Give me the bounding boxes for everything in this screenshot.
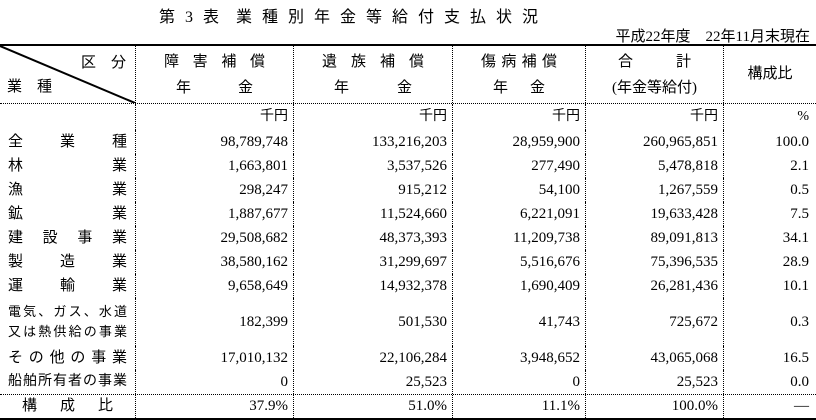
cell-value: 48,373,393 [293, 226, 452, 250]
cell-value: 9,658,649 [135, 274, 293, 298]
cell-value: 37.9% [135, 395, 293, 418]
corner-cell: 区 分 業 種 [0, 46, 135, 103]
cell-value: 11.1% [452, 395, 585, 418]
cell-value: 11,524,660 [293, 202, 452, 226]
cell-value: 10.1 [723, 274, 816, 298]
cell-value: 133,216,203 [293, 130, 452, 154]
col-header-disability-pension: 障 害 補 償 年 金 [135, 46, 293, 103]
cell-value: — [723, 395, 816, 418]
cell-value: 29,508,682 [135, 226, 293, 250]
cell-value: 43,065,068 [585, 346, 723, 370]
cell-value: 0 [452, 370, 585, 394]
cell-value: 182,399 [135, 298, 293, 346]
cell-value: 5,516,676 [452, 250, 585, 274]
cell-value: 6,221,091 [452, 202, 585, 226]
table-row-mining: 鉱 業 1,887,677 11,524,660 6,221,091 19,63… [0, 202, 816, 226]
unit-cell: 千円 [585, 104, 723, 130]
row-label: 電気、ガス、水道 又は熱供給の事業 [8, 304, 127, 339]
cell-value: 89,091,813 [585, 226, 723, 250]
cell-value: 38,580,162 [135, 250, 293, 274]
units-row: 千円 千円 千円 千円 % [0, 104, 816, 130]
cell-value: 0.0 [723, 370, 816, 394]
cell-value: 0.3 [723, 298, 816, 346]
col-header-injury-pension: 傷 病 補 償 年 金 [452, 46, 585, 103]
cell-value: 1,690,409 [452, 274, 585, 298]
row-label: 建 設 事 業 [8, 230, 127, 246]
col-header-total: 合 計 (年金等給付) [585, 46, 723, 103]
cell-value: 34.1 [723, 226, 816, 250]
cell-value: 26,281,436 [585, 274, 723, 298]
cell-value: 25,523 [585, 370, 723, 394]
table-row-construction: 建 設 事 業 29,508,682 48,373,393 11,209,738… [0, 226, 816, 250]
payments-table: 区 分 業 種 障 害 補 償 年 金 遺 族 補 償 年 金 傷 病 補 償 … [0, 44, 816, 420]
cell-value: 5,478,818 [585, 154, 723, 178]
table-row-other: そ の 他 の 事 業 17,010,132 22,106,284 3,948,… [0, 346, 816, 370]
cell-value: 17,010,132 [135, 346, 293, 370]
table-row-shipowners: 船舶所有者の事業 0 25,523 0 25,523 0.0 [0, 370, 816, 394]
table-row-all-industries: 全 業 種 98,789,748 133,216,203 28,959,900 … [0, 130, 816, 154]
table-row-utilities: 電気、ガス、水道 又は熱供給の事業 182,399 501,530 41,743… [0, 298, 816, 346]
cell-value: 22,106,284 [293, 346, 452, 370]
row-label: 製 造 業 [8, 254, 127, 270]
cell-value: 0 [135, 370, 293, 394]
cell-value: 7.5 [723, 202, 816, 226]
unit-cell: % [723, 104, 816, 130]
footer-row-composition: 構 成 比 37.9% 51.0% 11.1% 100.0% — [0, 394, 816, 418]
cell-value: 14,932,378 [293, 274, 452, 298]
table-row-transport: 運 輸 業 9,658,649 14,932,378 1,690,409 26,… [0, 274, 816, 298]
cell-value: 3,948,652 [452, 346, 585, 370]
corner-label-industry: 業 種 [7, 79, 53, 95]
cell-value: 19,633,428 [585, 202, 723, 226]
cell-value: 501,530 [293, 298, 452, 346]
cell-value: 100.0 [723, 130, 816, 154]
cell-value: 725,672 [585, 298, 723, 346]
footer-label: 構 成 比 [22, 398, 113, 414]
header-row: 区 分 業 種 障 害 補 償 年 金 遺 族 補 償 年 金 傷 病 補 償 … [0, 46, 816, 104]
table-row-forestry: 林 業 1,663,801 3,537,526 277,490 5,478,81… [0, 154, 816, 178]
cell-value: 1,267,559 [585, 178, 723, 202]
table-row-fishery: 漁 業 298,247 915,212 54,100 1,267,559 0.5 [0, 178, 816, 202]
cell-value: 100.0% [585, 395, 723, 418]
corner-label-category: 区 分 [80, 55, 126, 71]
cell-value: 51.0% [293, 395, 452, 418]
cell-value: 1,887,677 [135, 202, 293, 226]
table-row-manufacturing: 製 造 業 38,580,162 31,299,697 5,516,676 75… [0, 250, 816, 274]
col-header-survivor-pension: 遺 族 補 償 年 金 [293, 46, 452, 103]
row-label: 船舶所有者の事業 [8, 374, 127, 389]
cell-value: 915,212 [293, 178, 452, 202]
unit-cell: 千円 [452, 104, 585, 130]
cell-value: 16.5 [723, 346, 816, 370]
row-label: 全 業 種 [8, 134, 127, 150]
cell-value: 25,523 [293, 370, 452, 394]
cell-value: 98,789,748 [135, 130, 293, 154]
row-label: そ の 他 の 事 業 [8, 350, 127, 366]
cell-value: 277,490 [452, 154, 585, 178]
col-header-composition-ratio: 構成比 [723, 46, 816, 103]
cell-value: 31,299,697 [293, 250, 452, 274]
cell-value: 75,396,535 [585, 250, 723, 274]
cell-value: 3,537,526 [293, 154, 452, 178]
cell-value: 28.9 [723, 250, 816, 274]
cell-value: 54,100 [452, 178, 585, 202]
cell-value: 1,663,801 [135, 154, 293, 178]
row-label: 運 輸 業 [8, 278, 127, 294]
cell-value: 28,959,900 [452, 130, 585, 154]
cell-value: 260,965,851 [585, 130, 723, 154]
diagonal-line [0, 46, 135, 103]
row-label: 林 業 [8, 158, 127, 174]
unit-cell-empty [0, 104, 135, 130]
cell-value: 0.5 [723, 178, 816, 202]
row-label: 鉱 業 [8, 206, 127, 222]
unit-cell: 千円 [293, 104, 452, 130]
cell-value: 298,247 [135, 178, 293, 202]
row-label: 漁 業 [8, 182, 127, 198]
cell-value: 11,209,738 [452, 226, 585, 250]
cell-value: 2.1 [723, 154, 816, 178]
page-title: 第 3 表 業 種 別 年 金 等 給 付 支 払 状 況 [158, 9, 541, 26]
date-note: 平成22年度 22年11月末現在 [615, 29, 810, 45]
unit-cell: 千円 [135, 104, 293, 130]
cell-value: 41,743 [452, 298, 585, 346]
